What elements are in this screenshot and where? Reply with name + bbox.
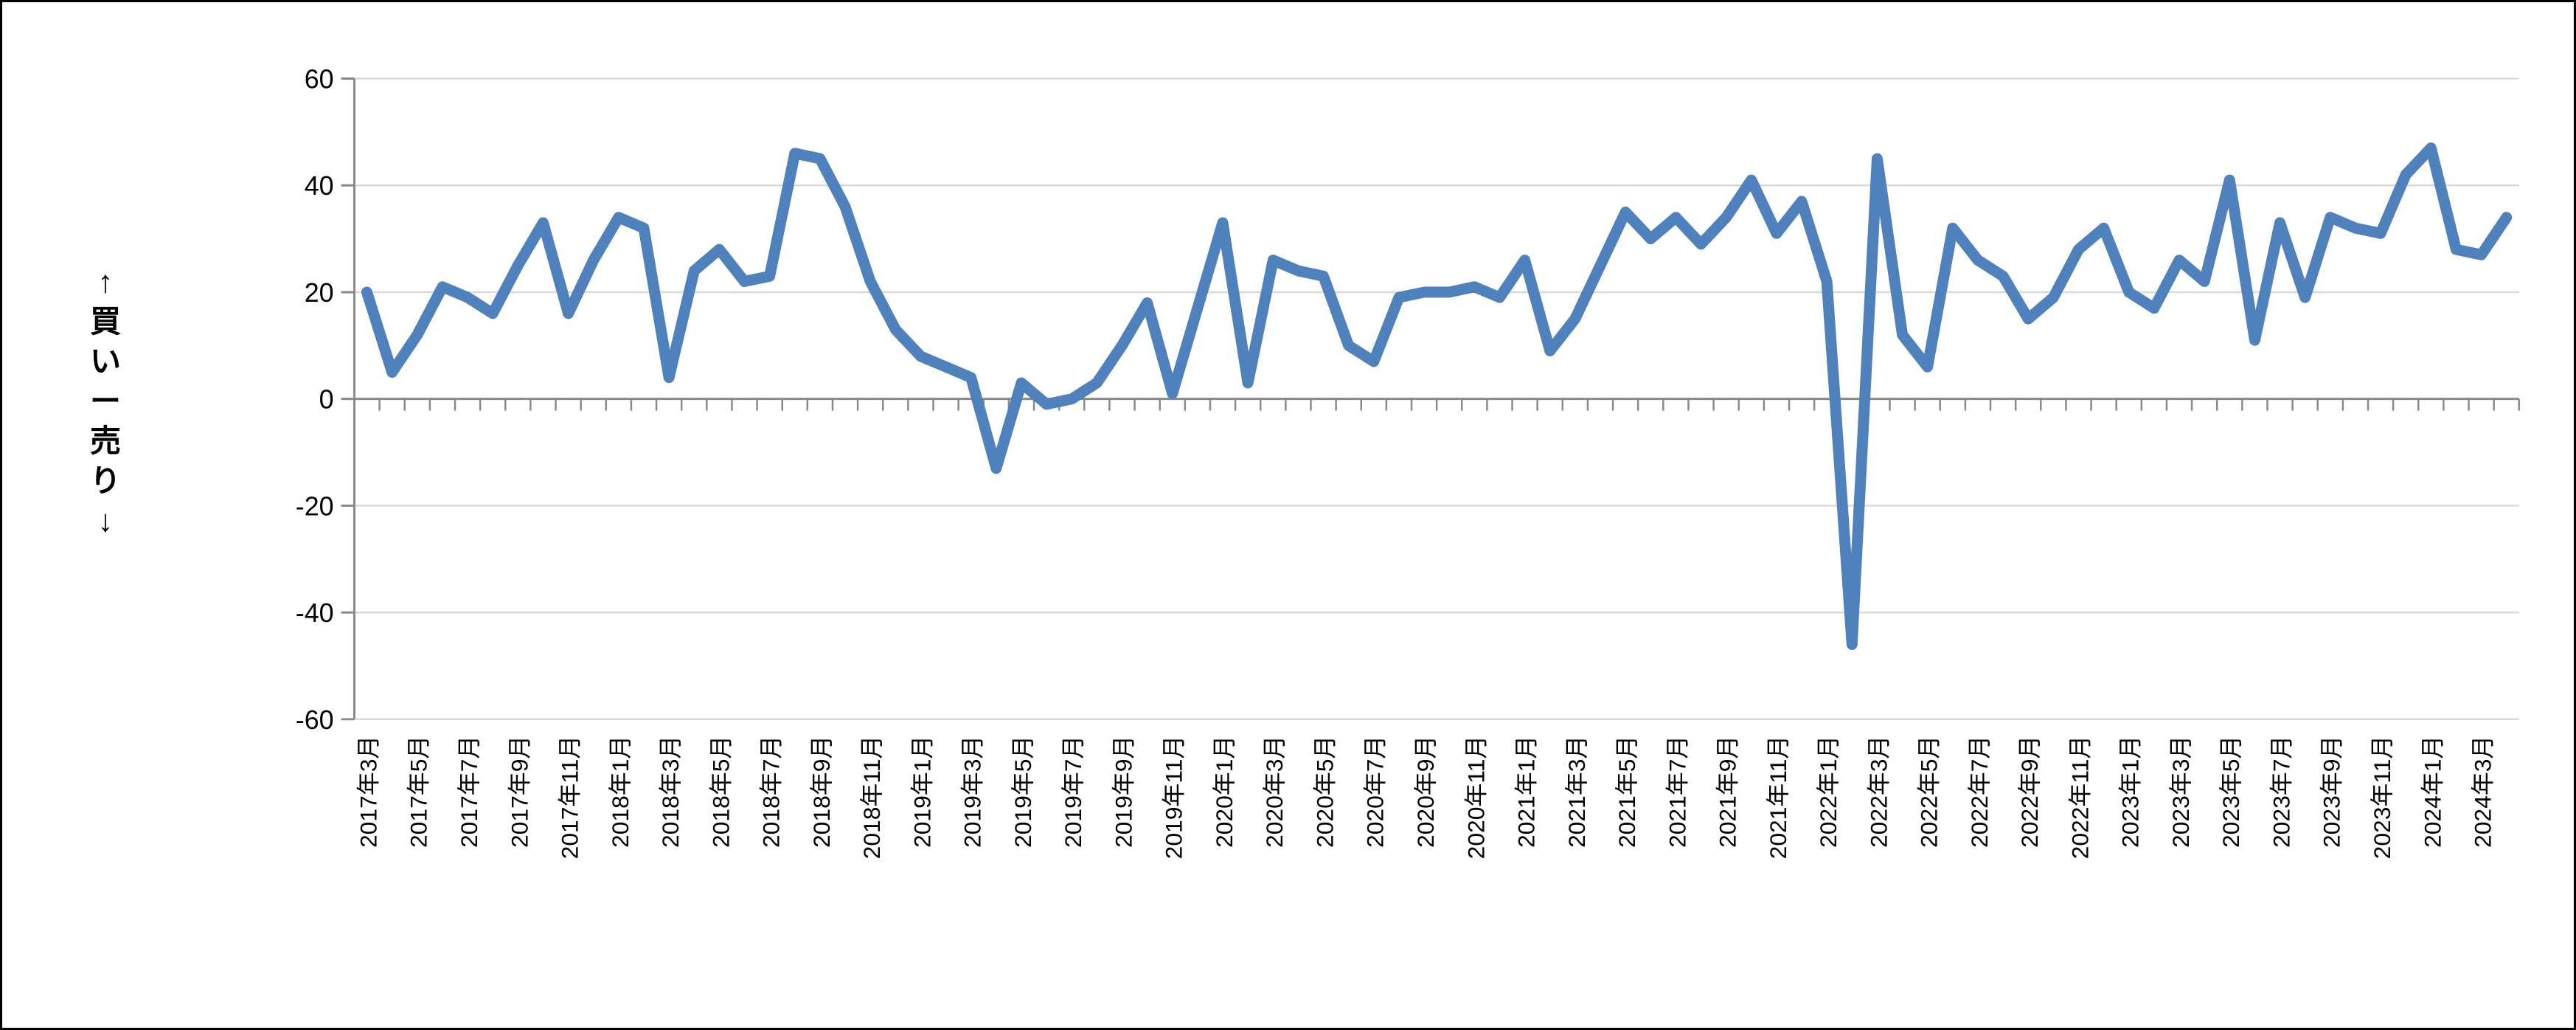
x-tick-label: 2020年5月 — [1311, 736, 1338, 848]
y-axis-title-char: ↓ — [97, 503, 114, 538]
x-tick-label: 2018年1月 — [607, 736, 633, 848]
y-axis-title-char: り — [89, 463, 121, 498]
x-tick-label: 2019年11月 — [1161, 736, 1187, 860]
y-tick-label: -20 — [296, 491, 334, 521]
y-axis-title-char: い — [89, 344, 121, 379]
x-tick-label: 2021年9月 — [1715, 736, 1741, 848]
x-tick-label: 2020年3月 — [1261, 736, 1288, 848]
x-tick-label: 2020年9月 — [1412, 736, 1439, 848]
x-tick-label: 2024年1月 — [2419, 736, 2445, 848]
x-tick-label: 2022年11月 — [2066, 736, 2093, 860]
x-tick-label: 2021年7月 — [1664, 736, 1690, 848]
x-tick-label: 2018年3月 — [657, 736, 684, 848]
x-tick-label: 2019年9月 — [1110, 736, 1136, 848]
y-tick-label: -40 — [296, 598, 334, 628]
x-tick-label: 2020年1月 — [1211, 736, 1237, 848]
x-tick-label: 2022年1月 — [1815, 736, 1841, 848]
y-tick-label: -60 — [296, 705, 334, 735]
x-tick-label: 2020年7月 — [1362, 736, 1389, 848]
x-tick-label: 2023年1月 — [2117, 736, 2144, 848]
y-axis-title: ↑ 買いー売り ↓ — [76, 262, 135, 541]
x-tick-label: 2022年3月 — [1865, 736, 1892, 848]
x-tick-label: 2019年5月 — [1010, 736, 1036, 848]
x-tick-label: 2020年11月 — [1462, 736, 1489, 860]
x-tick-label: 2023年7月 — [2268, 736, 2294, 848]
y-axis-title-char: 買 — [89, 304, 121, 339]
y-tick-label: 40 — [305, 171, 334, 201]
x-tick-label: 2023年3月 — [2167, 736, 2194, 848]
series-line — [361, 142, 2513, 651]
y-tick-label: 60 — [305, 64, 334, 94]
x-tick-label: 2017年9月 — [506, 736, 532, 848]
x-tick-label: 2017年5月 — [406, 736, 432, 848]
y-tick-label: 0 — [319, 385, 334, 415]
x-tick-label: 2022年9月 — [2016, 736, 2043, 848]
y-axis-title-char: ー — [89, 384, 121, 418]
x-tick-label: 2022年5月 — [1916, 736, 1943, 848]
x-tick-label: 2018年11月 — [858, 736, 885, 860]
x-tick-label: 2019年3月 — [959, 736, 986, 848]
x-tick-label: 2022年7月 — [1966, 736, 1993, 848]
x-tick-label: 2019年1月 — [909, 736, 935, 848]
x-tick-label: 2021年5月 — [1614, 736, 1640, 848]
x-tick-label: 2023年5月 — [2218, 736, 2244, 848]
x-tick-label: 2017年7月 — [456, 736, 482, 848]
y-axis-title-char: 売 — [89, 424, 121, 458]
x-tick-label: 2021年1月 — [1513, 736, 1540, 848]
y-tick-label: 20 — [305, 278, 334, 308]
x-tick-label: 2017年3月 — [355, 736, 381, 848]
x-tick-label: 2021年11月 — [1765, 736, 1791, 860]
x-tick-label: 2018年9月 — [808, 736, 835, 848]
x-tick-label: 2024年3月 — [2470, 736, 2496, 848]
x-tick-label: 2019年7月 — [1060, 736, 1086, 848]
y-axis-title-char: ↑ — [97, 264, 114, 299]
x-tick-label: 2018年7月 — [758, 736, 785, 848]
x-tick-label: 2023年9月 — [2319, 736, 2345, 848]
x-tick-label: 2021年3月 — [1563, 736, 1590, 848]
x-tick-label: 2018年5月 — [707, 736, 734, 848]
x-tick-label: 2023年11月 — [2369, 736, 2395, 860]
x-tick-label: 2017年11月 — [557, 736, 583, 860]
